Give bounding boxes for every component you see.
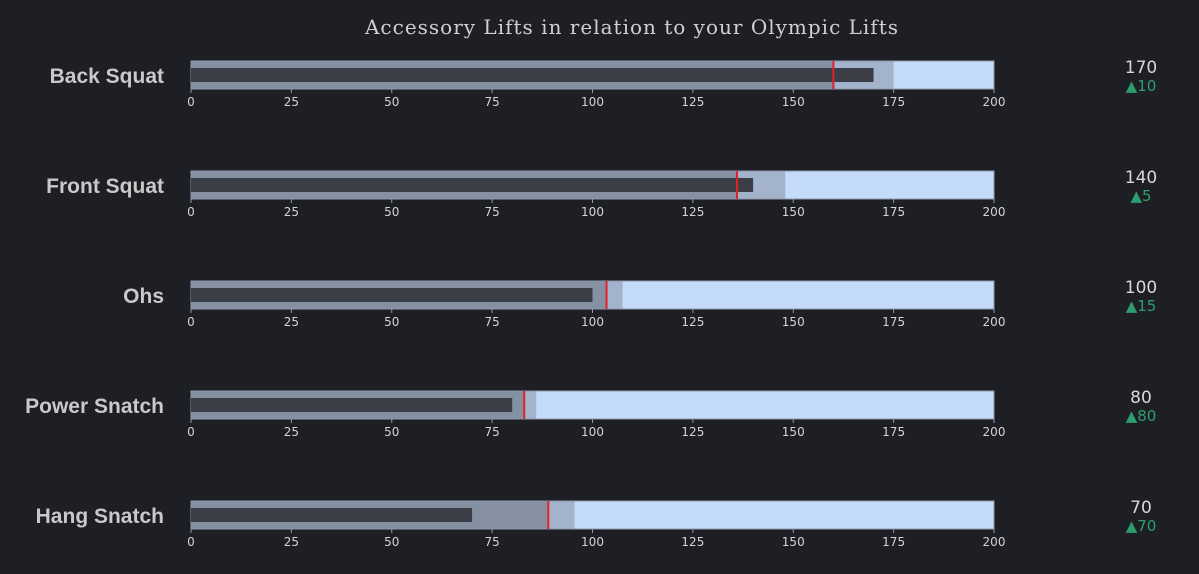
delta-label: ▲70 [1126, 517, 1157, 535]
value-bar [191, 398, 513, 412]
tick-label: 50 [384, 535, 399, 549]
tick-label: 0 [187, 535, 195, 549]
tick-label: 0 [187, 95, 195, 109]
tick-label: 200 [983, 535, 1006, 549]
value-bar [191, 288, 593, 302]
tick-label: 0 [187, 425, 195, 439]
row-label: Back Squat [50, 65, 164, 88]
tick-label: 25 [284, 535, 299, 549]
tick-label: 150 [782, 425, 805, 439]
row-label: Ohs [123, 285, 164, 308]
tick-label: 75 [484, 535, 499, 549]
tick-label: 25 [284, 95, 299, 109]
tick-label: 175 [882, 205, 905, 219]
tick-label: 125 [681, 535, 704, 549]
tick-label: 125 [681, 315, 704, 329]
tick-label: 150 [782, 205, 805, 219]
value-label: 70 [1130, 498, 1152, 518]
tick-label: 200 [983, 425, 1006, 439]
value-bar [191, 178, 754, 192]
tick-label: 75 [484, 205, 499, 219]
tick-label: 200 [983, 95, 1006, 109]
tick-label: 100 [581, 95, 604, 109]
delta-label: ▲10 [1126, 77, 1157, 95]
tick-label: 75 [484, 425, 499, 439]
tick-label: 150 [782, 315, 805, 329]
value-label: 80 [1130, 388, 1152, 408]
tick-label: 25 [284, 315, 299, 329]
value-label: 170 [1125, 58, 1157, 78]
tick-label: 0 [187, 315, 195, 329]
tick-label: 50 [384, 205, 399, 219]
tick-label: 175 [882, 535, 905, 549]
tick-label: 100 [581, 315, 604, 329]
tick-label: 125 [681, 205, 704, 219]
row-label: Hang Snatch [36, 505, 164, 528]
value-bar [191, 508, 473, 522]
chart-title: Accessory Lifts in relation to your Olym… [364, 15, 899, 39]
tick-label: 175 [882, 95, 905, 109]
tick-label: 25 [284, 425, 299, 439]
tick-label: 175 [882, 425, 905, 439]
bullet-row: Hang Snatch 0 25 50 75 100 125 150 175 200 70▲70 [36, 498, 1157, 549]
tick-label: 100 [581, 205, 604, 219]
delta-label: ▲15 [1126, 297, 1157, 315]
tick-label: 125 [681, 95, 704, 109]
tick-label: 75 [484, 315, 499, 329]
tick-label: 100 [581, 425, 604, 439]
tick-label: 125 [681, 425, 704, 439]
tick-label: 175 [882, 315, 905, 329]
tick-label: 50 [384, 425, 399, 439]
tick-label: 150 [782, 535, 805, 549]
row-label: Power Snatch [25, 395, 164, 418]
tick-label: 100 [581, 535, 604, 549]
tick-label: 0 [187, 205, 195, 219]
tick-label: 200 [983, 205, 1006, 219]
value-bar [191, 68, 874, 82]
bullet-row: Back Squat 0 25 50 75 100 125 150 175 200 170▲10 [50, 58, 1158, 109]
bullet-row: Power Snatch 0 25 50 75 100 125 150 175 200 80▲80 [25, 388, 1156, 439]
tick-label: 75 [484, 95, 499, 109]
tick-label: 150 [782, 95, 805, 109]
tick-label: 200 [983, 315, 1006, 329]
value-label: 140 [1125, 168, 1157, 188]
tick-label: 25 [284, 205, 299, 219]
tick-label: 50 [384, 95, 399, 109]
tick-label: 50 [384, 315, 399, 329]
delta-label: ▲80 [1126, 407, 1157, 425]
delta-label: ▲5 [1130, 187, 1151, 205]
value-label: 100 [1125, 278, 1157, 298]
bullet-row: Front Squat 0 25 50 75 100 125 150 175 200 140▲5 [46, 168, 1157, 219]
row-label: Front Squat [46, 175, 164, 198]
